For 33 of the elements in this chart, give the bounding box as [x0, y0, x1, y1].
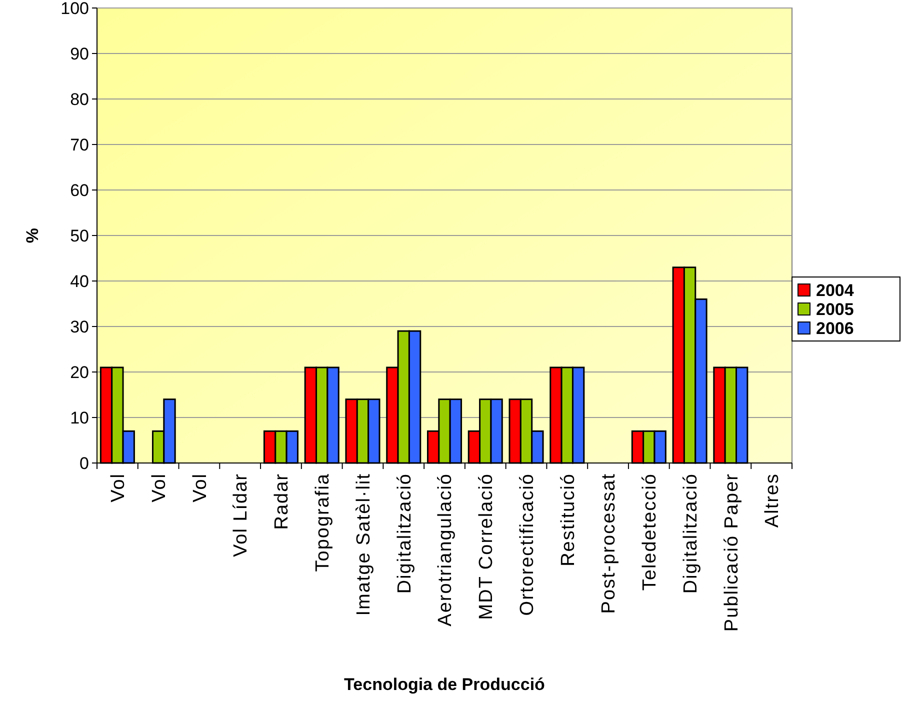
x-tick-label: MDT Correlació — [476, 473, 498, 620]
x-tick-label: Restitució — [558, 473, 579, 566]
y-tick-label: 20 — [70, 362, 89, 382]
x-tick-label: Digitalització — [680, 473, 702, 594]
x-tick-label: Vol Lídar — [230, 473, 252, 557]
x-tick-label: Aerotriangulació — [435, 473, 456, 626]
y-axis-title: % — [23, 228, 42, 244]
y-tick-label: 0 — [80, 454, 89, 473]
x-tick-label: Publicació Paper — [721, 473, 742, 632]
x-tick-label: Imatge Satèl·lit — [353, 473, 374, 616]
y-tick-label: 40 — [70, 272, 89, 291]
legend-label: 2005 — [816, 300, 854, 319]
y-tick-label: 60 — [70, 180, 89, 200]
legend-label: 2006 — [816, 318, 854, 338]
x-tick-label: Altres — [762, 473, 784, 528]
x-tick-label: Ortorectificació — [516, 473, 538, 616]
y-tick-label: 90 — [70, 44, 89, 64]
x-tick-label: Digitalització — [394, 473, 416, 594]
x-tick-label: Topografia — [312, 473, 334, 572]
y-tick-label: 80 — [70, 90, 89, 109]
y-tick-label: 50 — [70, 226, 89, 246]
x-tick-label: Vol — [148, 473, 170, 502]
y-tick-label: 70 — [70, 135, 89, 154]
legend-label: 2004 — [816, 280, 854, 300]
y-tick-label: 10 — [70, 408, 89, 428]
x-tick-label: Radar — [272, 473, 293, 530]
y-tick-label: 100 — [60, 0, 89, 18]
x-tick-label: Post-processat — [598, 473, 620, 614]
y-tick-label: 30 — [70, 317, 89, 336]
x-axis-title: Tecnologia de Producció — [344, 675, 545, 694]
x-tick-label: Vol — [190, 473, 211, 502]
x-tick-label: Teledetecció — [640, 473, 661, 591]
x-tick-label: Vol — [108, 473, 130, 502]
